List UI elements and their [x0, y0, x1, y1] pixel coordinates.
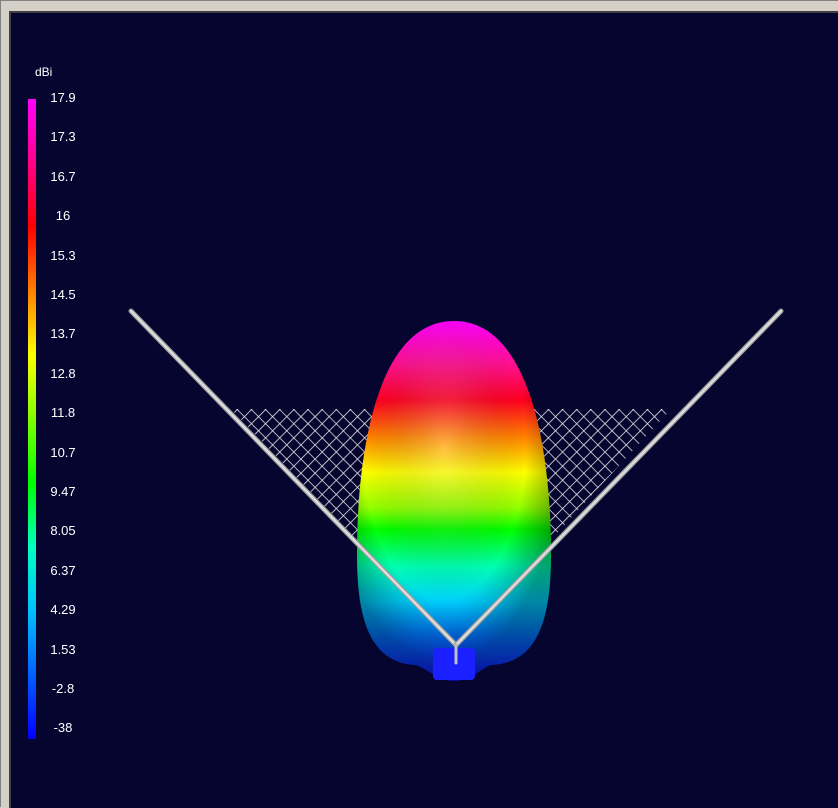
legend-unit-label: dBi [35, 65, 53, 79]
radiation-lobe [357, 321, 551, 681]
color-scale-tick: 16.7 [50, 168, 76, 184]
color-scale-tick: 6.37 [50, 562, 76, 578]
color-scale-tick: 17.9 [50, 90, 76, 105]
color-scale-tick: 10.7 [50, 444, 76, 460]
color-scale-tick: 14.5 [50, 287, 76, 302]
pattern-viewport[interactable]: dBi 17.9 17.3 16.7 16 15.3 14.5 13.7 12.8 11.8 10… [9, 11, 838, 808]
radiation-pattern-3d-icon [128, 308, 784, 681]
color-scale-tick: -38 [53, 720, 73, 736]
color-scale-tick: 8.05 [50, 523, 76, 539]
color-scale-tick: 1.53 [50, 641, 76, 657]
color-scale-tick: 4.29 [50, 602, 76, 618]
color-scale-bar [28, 99, 36, 739]
color-scale-tick: 9.47 [50, 484, 76, 499]
color-scale-tick: 16 [55, 208, 71, 224]
color-scale-tick: 15.3 [50, 247, 76, 263]
color-scale-tick: 11.8 [50, 405, 76, 421]
reflector-frame [128, 308, 784, 665]
color-scale-tick: -2.8 [51, 681, 75, 696]
color-scale-tick: 17.3 [50, 129, 76, 145]
color-scale-tick: 12.8 [50, 365, 76, 381]
color-scale-tick: 13.7 [50, 326, 76, 342]
